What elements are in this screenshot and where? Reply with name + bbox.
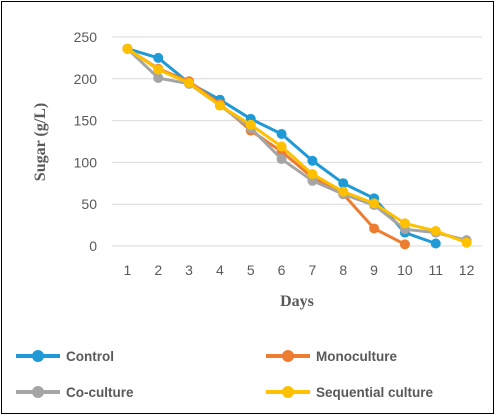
data-point-sequential-culture (399, 218, 410, 229)
data-point-control (338, 178, 349, 189)
series-line-co-culture (125, 47, 469, 242)
y-tick-labels: 0 50 100 150 200 250 (74, 29, 98, 254)
y-tick-label: 250 (74, 29, 98, 45)
y-axis-title: Sugar (g/L) (32, 103, 49, 181)
y-tick-label: 200 (74, 71, 98, 87)
data-point-co-culture (276, 154, 287, 165)
x-tick-label: 10 (397, 262, 413, 278)
series-lines (122, 43, 472, 250)
legend-item-co-culture: Co-culture (16, 385, 134, 400)
x-tick-label: 9 (370, 262, 378, 278)
data-point-sequential-culture (214, 100, 225, 111)
series-line-sequential-culture (125, 47, 469, 245)
x-tick-label: 6 (278, 262, 286, 278)
data-point-control (307, 155, 318, 166)
y-tick-label: 150 (74, 113, 98, 129)
x-tick-label: 8 (339, 262, 347, 278)
legend-item-sequential-culture: Sequential culture (266, 385, 434, 400)
data-point-sequential-culture (461, 237, 472, 248)
legend-swatch-marker (282, 350, 294, 362)
data-point-control (276, 128, 287, 139)
x-tick-label: 3 (185, 262, 193, 278)
data-point-monoculture (369, 223, 380, 234)
data-point-sequential-culture (430, 225, 441, 236)
data-point-control (153, 52, 164, 63)
x-tick-label: 2 (154, 262, 162, 278)
legend-swatch-marker (282, 386, 294, 398)
y-tick-label: 0 (89, 238, 97, 254)
legend-item-control: Control (16, 349, 114, 364)
series-line-monoculture (125, 47, 407, 246)
legend-swatch-marker (32, 350, 44, 362)
x-tick-label: 1 (124, 262, 132, 278)
data-point-monoculture (399, 239, 410, 250)
data-point-sequential-culture (245, 119, 256, 130)
legend: Control Monoculture Co-culture Sequential c… (16, 349, 434, 400)
legend-swatch-marker (32, 386, 44, 398)
legend-label: Sequential culture (316, 385, 434, 400)
data-point-sequential-culture (307, 169, 318, 180)
gridlines (112, 36, 482, 247)
data-point-sequential-culture (122, 43, 133, 54)
x-tick-label: 7 (309, 262, 317, 278)
data-point-sequential-culture (184, 77, 195, 88)
legend-item-monoculture: Monoculture (266, 349, 397, 364)
x-tick-label: 5 (247, 262, 255, 278)
x-tick-labels: 1 2 3 4 5 6 7 8 9 10 11 12 (124, 262, 475, 278)
legend-label: Monoculture (316, 349, 397, 364)
data-point-sequential-culture (338, 186, 349, 197)
data-point-sequential-culture (153, 64, 164, 75)
x-tick-label: 11 (428, 262, 443, 278)
x-tick-label: 12 (459, 262, 475, 278)
data-point-control (430, 238, 441, 249)
data-point-co-culture (153, 72, 164, 83)
x-tick-label: 4 (216, 262, 224, 278)
legend-label: Control (66, 349, 114, 364)
data-point-sequential-culture (369, 198, 380, 209)
data-point-sequential-culture (276, 141, 287, 152)
y-tick-label: 50 (81, 196, 97, 212)
legend-label: Co-culture (66, 385, 134, 400)
x-axis-title: Days (280, 293, 314, 310)
y-tick-label: 100 (74, 154, 98, 170)
